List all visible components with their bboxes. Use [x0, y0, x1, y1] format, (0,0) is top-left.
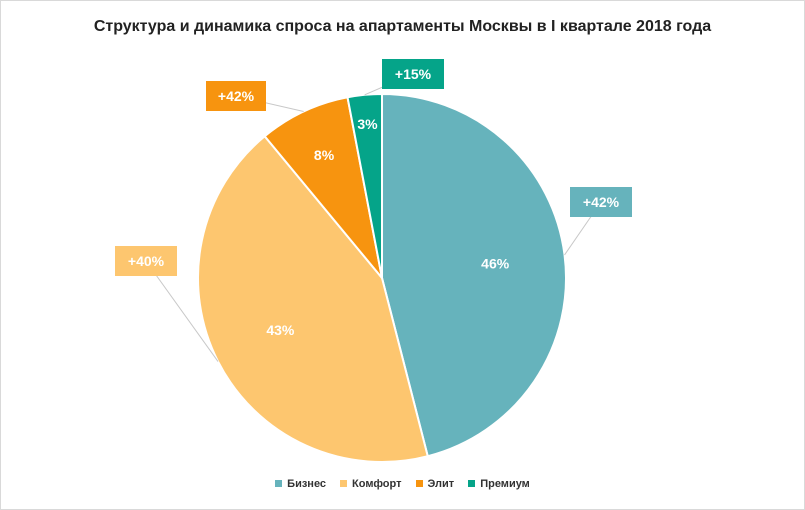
slice-label-business: 46%: [481, 256, 510, 272]
legend: Бизнес Комфорт Элит Премиум: [0, 478, 805, 490]
legend-swatch: [468, 479, 476, 487]
change-label-business: +42%: [583, 194, 620, 210]
change-box-premium: [382, 59, 444, 89]
change-box-comfort: [115, 246, 177, 276]
chart-title: Структура и динамика спроса на апартамен…: [93, 18, 712, 35]
change-label-comfort: +40%: [128, 253, 165, 269]
legend-swatch: [415, 479, 423, 487]
legend-label: Премиум: [480, 478, 530, 490]
pie-slice-elite: [263, 96, 383, 279]
legend-item-elite: Элит: [415, 478, 455, 490]
pie-slice-comfort: [197, 134, 429, 463]
legend-item-comfort: Комфорт: [340, 478, 402, 490]
change-label-elite: +42%: [218, 88, 255, 104]
legend-swatch: [275, 479, 283, 487]
change-box-business: [570, 187, 632, 217]
change-label-premium: +15%: [395, 66, 432, 82]
slice-label-premium: 3%: [357, 116, 378, 132]
slice-label-elite: 8%: [314, 147, 335, 163]
legend-item-premium: Премиум: [468, 478, 530, 490]
leader-line-comfort: [145, 260, 219, 362]
legend-label: Элит: [427, 478, 455, 490]
pie-slice-business: [381, 92, 567, 458]
change-box-elite: [206, 81, 266, 111]
slice-label-comfort: 43%: [266, 322, 295, 338]
legend-label: Комфорт: [352, 478, 402, 490]
legend-item-business: Бизнес: [275, 478, 326, 490]
legend-swatch: [340, 479, 348, 487]
legend-label: Бизнес: [287, 478, 327, 490]
